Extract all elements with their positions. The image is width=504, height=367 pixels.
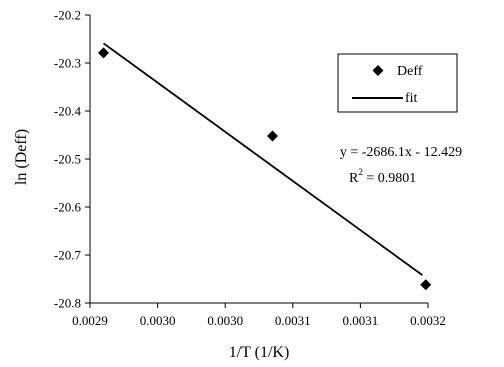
- legend-diamond-marker: [372, 65, 384, 76]
- x-tick-label: 0.0030: [207, 313, 243, 328]
- y-tick-label: -20.7: [54, 248, 82, 263]
- fit-equation: y = -2686.1x - 12.429: [340, 145, 462, 160]
- data-point: [98, 47, 110, 59]
- legend: Deff fit: [337, 53, 458, 113]
- y-tick-label: -20.3: [54, 56, 81, 71]
- y-tick-label: -20.6: [54, 200, 82, 215]
- x-tick-label: 0.0031: [275, 313, 311, 328]
- fit-annotation: y = -2686.1x - 12.429 R2 = 0.9801: [340, 145, 462, 186]
- x-tick-label: 0.0029: [72, 313, 108, 328]
- y-tick-label: -20.8: [54, 296, 81, 311]
- r2-prefix: R: [349, 171, 359, 186]
- fit-line: [102, 42, 423, 276]
- deff-series: [98, 47, 432, 291]
- legend-box: [337, 53, 458, 113]
- r2-superscript: 2: [358, 167, 363, 177]
- y-tick-label: -20.2: [54, 8, 81, 23]
- x-ticks: 0.0029 0.0030 0.0030 0.0031 0.0031 0.0032: [72, 303, 446, 328]
- y-tick-label: -20.4: [54, 104, 82, 119]
- x-tick-label: 0.0030: [140, 313, 176, 328]
- y-axis-title: ln (Deff): [13, 129, 30, 185]
- fit-r-squared: R2 = 0.9801: [349, 167, 416, 186]
- legend-label-deff: Deff: [397, 64, 423, 79]
- fit-series: [102, 42, 423, 276]
- y-tick-label: -20.5: [54, 152, 81, 167]
- x-tick-label: 0.0032: [410, 313, 446, 328]
- y-ticks: -20.2 -20.3 -20.4 -20.5 -20.6 -20.7 -20.8: [54, 8, 90, 311]
- legend-label-fit: fit: [405, 91, 418, 106]
- data-point: [267, 130, 279, 142]
- data-point: [420, 279, 432, 291]
- r2-value: = 0.9801: [363, 171, 416, 186]
- x-tick-label: 0.0031: [343, 313, 379, 328]
- x-axis-title: 1/T (1/K): [229, 344, 290, 361]
